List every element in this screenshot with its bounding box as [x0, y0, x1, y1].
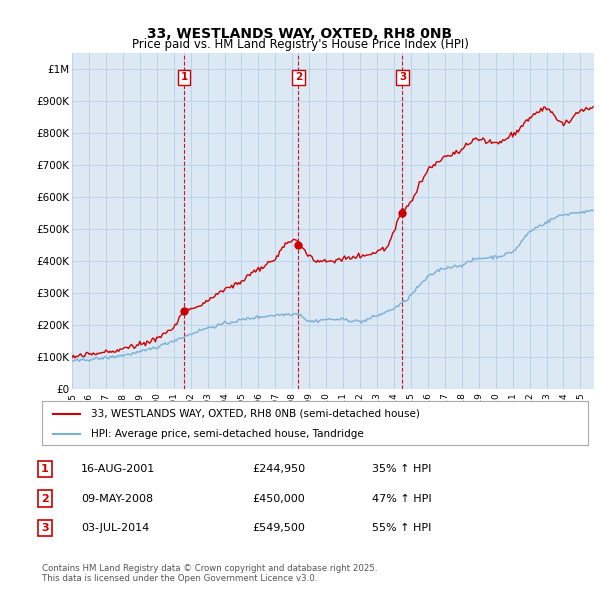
Text: Price paid vs. HM Land Registry's House Price Index (HPI): Price paid vs. HM Land Registry's House …: [131, 38, 469, 51]
Text: 09-MAY-2008: 09-MAY-2008: [81, 494, 153, 503]
Text: 03-JUL-2014: 03-JUL-2014: [81, 523, 149, 533]
Text: 35% ↑ HPI: 35% ↑ HPI: [372, 464, 431, 474]
Text: 16-AUG-2001: 16-AUG-2001: [81, 464, 155, 474]
Text: £549,500: £549,500: [252, 523, 305, 533]
Text: 55% ↑ HPI: 55% ↑ HPI: [372, 523, 431, 533]
Text: 1: 1: [41, 464, 49, 474]
Text: 33, WESTLANDS WAY, OXTED, RH8 0NB: 33, WESTLANDS WAY, OXTED, RH8 0NB: [148, 27, 452, 41]
Text: 33, WESTLANDS WAY, OXTED, RH8 0NB (semi-detached house): 33, WESTLANDS WAY, OXTED, RH8 0NB (semi-…: [91, 409, 420, 418]
Text: 47% ↑ HPI: 47% ↑ HPI: [372, 494, 431, 503]
Text: 3: 3: [41, 523, 49, 533]
Text: 2: 2: [41, 494, 49, 503]
Text: HPI: Average price, semi-detached house, Tandridge: HPI: Average price, semi-detached house,…: [91, 430, 364, 440]
Text: £244,950: £244,950: [252, 464, 305, 474]
Text: Contains HM Land Registry data © Crown copyright and database right 2025.
This d: Contains HM Land Registry data © Crown c…: [42, 563, 377, 583]
Text: £450,000: £450,000: [252, 494, 305, 503]
Text: 2: 2: [295, 72, 302, 82]
Text: 3: 3: [399, 72, 406, 82]
Text: 1: 1: [181, 72, 188, 82]
